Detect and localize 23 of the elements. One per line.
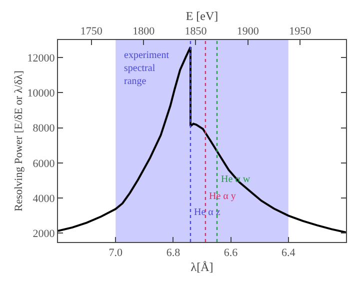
y-tick-label: 2000 [32, 228, 56, 240]
y-tick-label: 6000 [32, 158, 56, 170]
ref-line-label: He α y [209, 191, 236, 202]
y-tick-label: 10000 [27, 88, 56, 100]
ref-line-label: He α z [194, 207, 221, 218]
x-tick-label: 7.0 [108, 247, 123, 260]
x2-tick-label: 1750 [80, 26, 103, 38]
annotation: experiment spectral range [124, 50, 170, 87]
x-tick-label: 6.8 [166, 247, 181, 260]
line-series [58, 46, 346, 234]
x2-tick-label: 1900 [236, 26, 260, 38]
x-tick-label: 6.4 [282, 247, 296, 260]
x-tick-label: 6.6 [224, 247, 238, 260]
x-axis-title: λ[Å] [190, 260, 214, 274]
y-axis-title: Resolving Power [E/δE or λ/δλ] [12, 70, 25, 212]
y-tick-label: 4000 [32, 192, 56, 205]
x2-tick-label: 1850 [184, 26, 208, 38]
y-tick-label: 12000 [27, 52, 56, 64]
ref-line-label: He α w [221, 174, 251, 185]
y-tick-label: 8000 [32, 122, 56, 135]
x2-tick-label: 1950 [289, 26, 312, 38]
x2-axis-title: E [eV] [186, 8, 218, 23]
x2-tick-label: 1800 [132, 26, 156, 38]
